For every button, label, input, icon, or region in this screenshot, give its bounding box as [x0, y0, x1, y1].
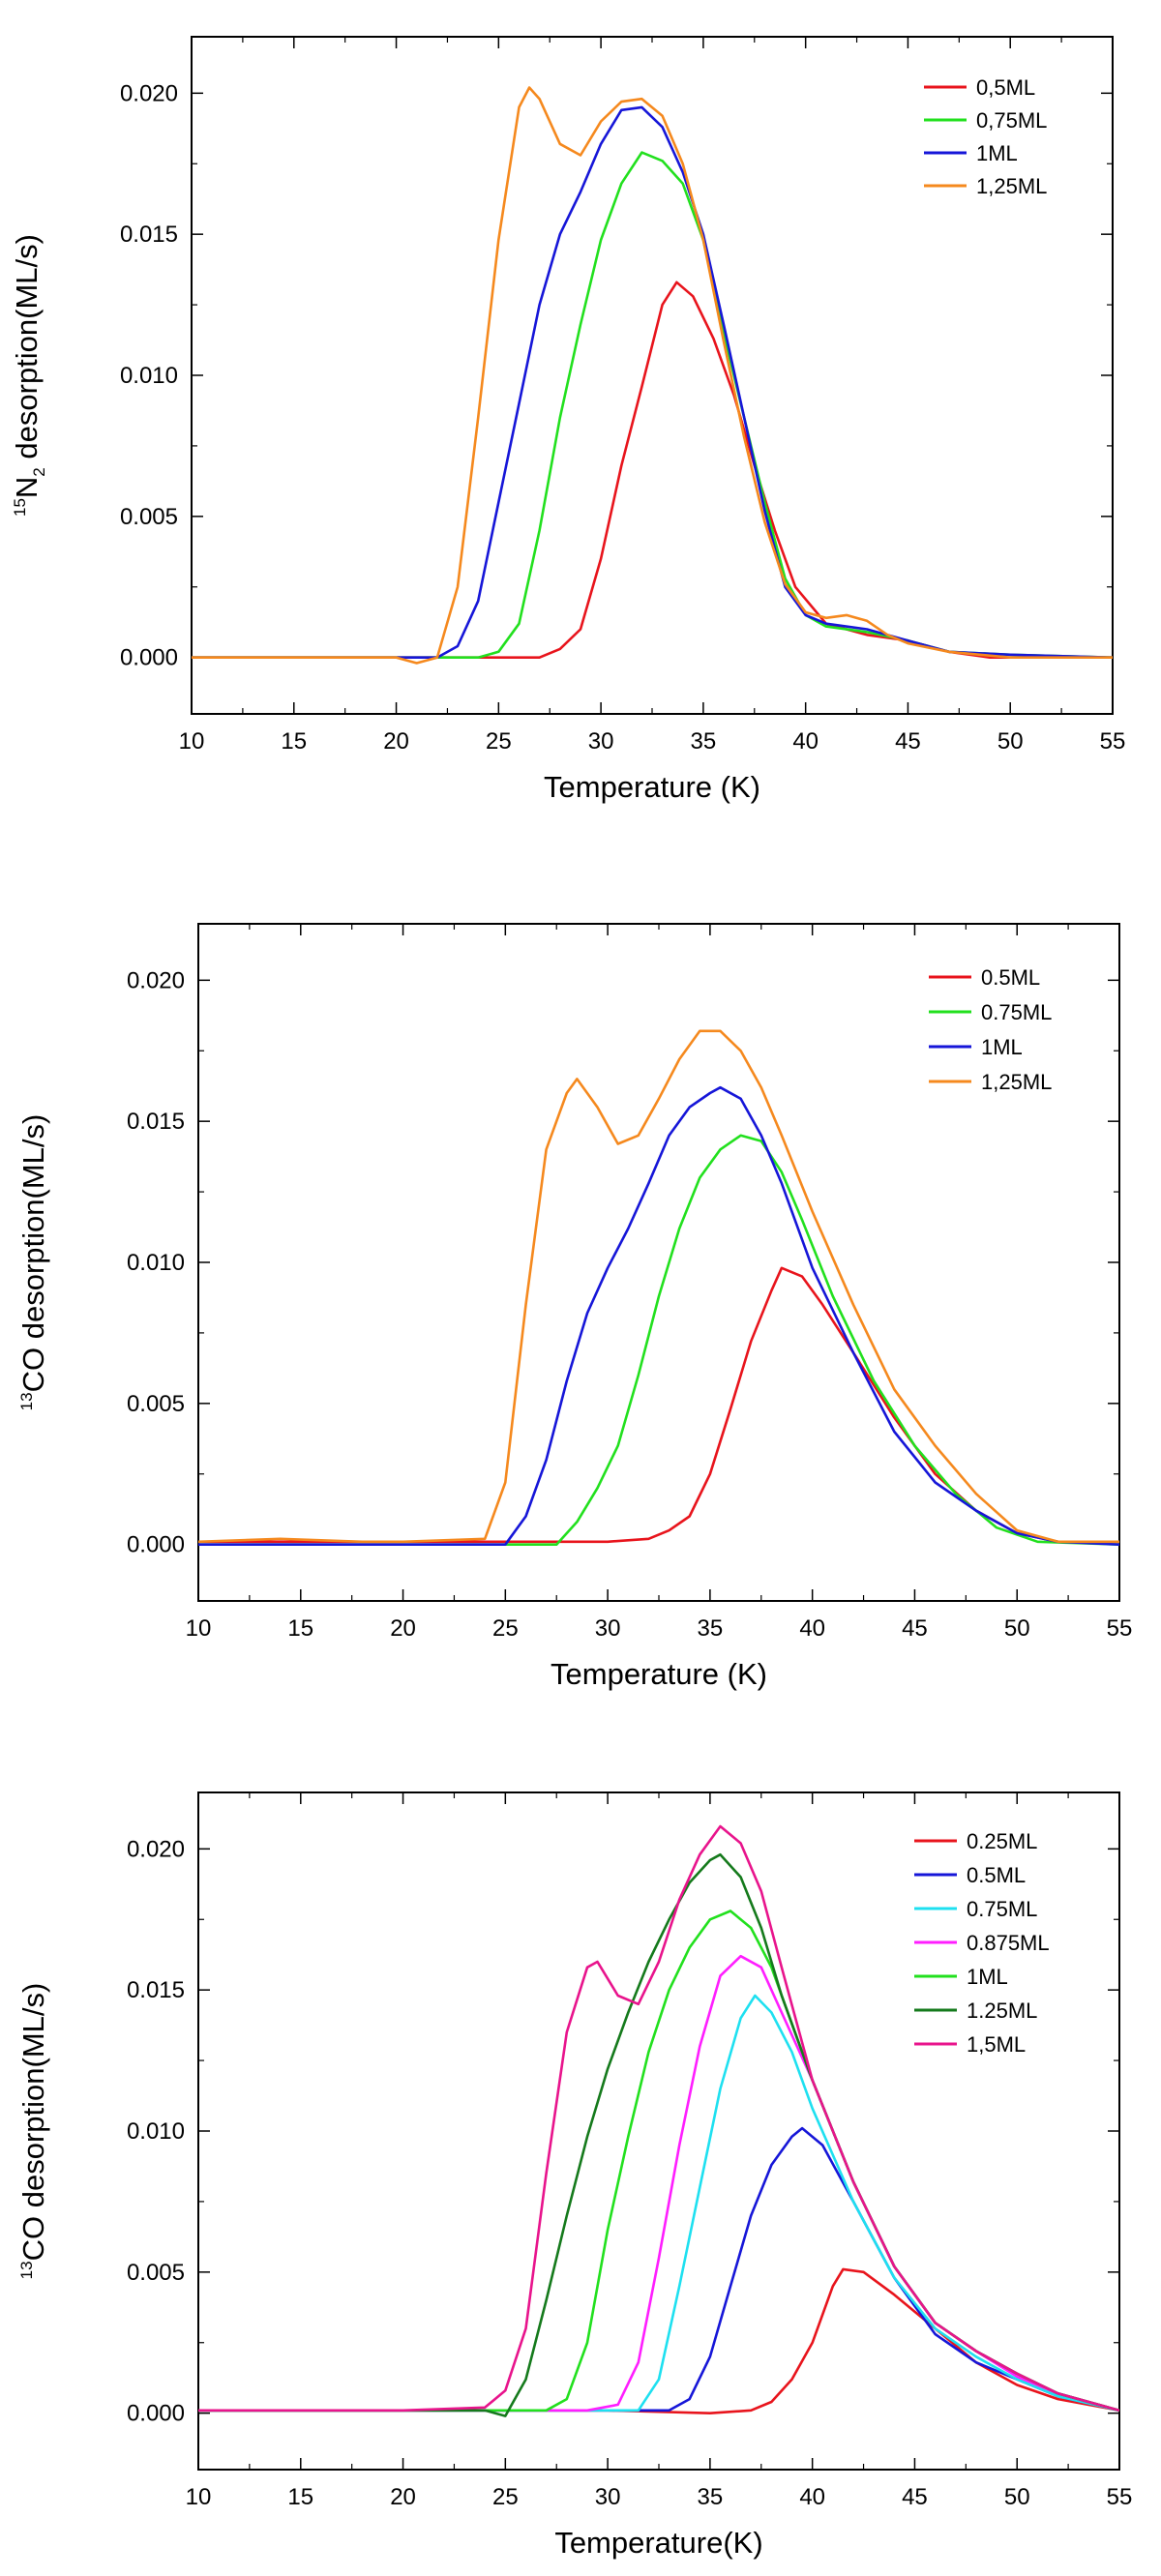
- y-tick-label: 0.000: [127, 2401, 185, 2427]
- x-tick-label: 35: [698, 1615, 724, 1642]
- x-tick-label: 35: [691, 728, 717, 755]
- legend-label: 0.25ML: [967, 1829, 1037, 1853]
- x-tick-label: 40: [799, 2484, 825, 2510]
- chart-n2-desorption: 10 15 20 25 30 35 40 45 50 55 0.000 0.005 0.010 0.015…: [10, 36, 1126, 804]
- x-tick-label: 55: [1107, 2484, 1133, 2510]
- legend-label: 1ML: [981, 1035, 1023, 1059]
- y-tick-label: 0.015: [127, 1977, 185, 2003]
- x-tick-label: 10: [179, 728, 205, 755]
- y-tick-label: 0.020: [127, 967, 185, 993]
- x-tick-label: 25: [486, 728, 512, 755]
- y-tick-label: 0.010: [120, 363, 178, 389]
- y-tick-label: 0.005: [127, 2260, 185, 2286]
- chart-co-desorption-b: 10 15 20 25 30 35 40 45 50 55 0.000 0.005 0.010 0.015…: [16, 1791, 1133, 2560]
- series-line-0-5ml: [198, 1266, 1119, 1544]
- series-line-1-5ml: [198, 1824, 1119, 2413]
- x-tick-label: 10: [186, 2484, 212, 2510]
- x-tick-label: 55: [1107, 1615, 1133, 1642]
- x-tick-label: 35: [698, 2484, 724, 2510]
- y-axis-title: 15N2 desorption(ML/s): [10, 234, 48, 517]
- y-tick-label: 0.020: [127, 1836, 185, 1862]
- y-axis-title: 13CO desorption(ML/s): [16, 1983, 50, 2280]
- legend-label: 0.75ML: [981, 1000, 1052, 1024]
- y-tick-label: 0.020: [120, 80, 178, 106]
- chart-co-desorption-a: 10 15 20 25 30 35 40 45 50 55 0.000 0.005 0.010 0.015…: [16, 923, 1133, 1691]
- series-line-0-25ml: [198, 2267, 1119, 2414]
- x-tick-label: 55: [1100, 728, 1126, 755]
- x-tick-label: 45: [902, 1615, 928, 1642]
- x-tick-label: 15: [287, 1615, 313, 1642]
- x-axis-title: Temperature (K): [551, 1657, 767, 1691]
- legend-label: 0,75ML: [976, 108, 1047, 133]
- series-line-0-75ml: [198, 1994, 1119, 2413]
- x-tick-label: 30: [595, 2484, 621, 2510]
- legend-label: 1.25ML: [967, 1999, 1037, 2023]
- y-tick-label: 0.010: [127, 2118, 185, 2145]
- y-tick-label: 0.015: [120, 222, 178, 248]
- series-line-1-25ml: [198, 1029, 1119, 1544]
- series-line-1ml: [192, 105, 1113, 659]
- legend-label: 0.75ML: [967, 1897, 1037, 1921]
- x-tick-label: 40: [792, 728, 819, 755]
- y-tick-label: 0.000: [120, 645, 178, 671]
- plot-frame: [191, 36, 1114, 715]
- y-tick-label: 0.005: [127, 1391, 185, 1417]
- x-tick-label: 45: [895, 728, 921, 755]
- plot-frame: [197, 1791, 1120, 2471]
- x-tick-label: 45: [902, 2484, 928, 2510]
- series-line-0-5ml: [192, 281, 1113, 659]
- series-line-1-25ml: [192, 86, 1113, 665]
- x-tick-label: 50: [1004, 2484, 1030, 2510]
- legend-label: 0.5ML: [981, 965, 1040, 990]
- x-tick-label: 30: [588, 728, 614, 755]
- legend-label: 0.875ML: [967, 1931, 1050, 1955]
- legend-label: 1,25ML: [976, 174, 1047, 198]
- legend-label: 0,5ML: [976, 75, 1035, 100]
- x-tick-label: 15: [287, 2484, 313, 2510]
- x-tick-label: 20: [383, 728, 409, 755]
- x-tick-label: 50: [997, 728, 1024, 755]
- x-axis-title: Temperature (K): [544, 770, 760, 804]
- y-axis-title-main: N: [10, 477, 44, 498]
- y-axis-title-isotope: 13: [17, 1392, 36, 1410]
- x-tick-label: 20: [390, 2484, 416, 2510]
- legend-label: 1,25ML: [981, 1070, 1052, 1094]
- y-axis-title-rest: desorption(ML/s): [10, 234, 44, 467]
- x-axis-title: Temperature(K): [554, 2526, 762, 2560]
- y-axis-title-subscript: 2: [30, 467, 48, 476]
- x-tick-label: 25: [492, 2484, 519, 2510]
- series-line-0-75ml: [192, 151, 1113, 659]
- y-axis-title: 13CO desorption(ML/s): [16, 1114, 50, 1411]
- x-tick-label: 50: [1004, 1615, 1030, 1642]
- series-line-0-5ml: [198, 2126, 1119, 2413]
- y-tick-label: 0.000: [127, 1532, 185, 1558]
- x-tick-label: 30: [595, 1615, 621, 1642]
- legend-label: 1ML: [976, 141, 1018, 165]
- y-axis-title-main: CO desorption(ML/s): [16, 1114, 50, 1393]
- series-line-1ml: [198, 1085, 1119, 1546]
- y-tick-label: 0.005: [120, 504, 178, 530]
- legend-label: 0.5ML: [967, 1863, 1026, 1887]
- series-line-0-75ml: [198, 1134, 1119, 1546]
- y-tick-label: 0.015: [127, 1109, 185, 1135]
- legend-label: 1,5ML: [967, 2032, 1026, 2057]
- y-axis-title-isotope: 13: [17, 2261, 36, 2279]
- y-tick-label: 0.010: [127, 1250, 185, 1276]
- y-axis-title-isotope: 15: [11, 498, 29, 517]
- legend-label: 1ML: [967, 1965, 1008, 1989]
- x-tick-label: 40: [799, 1615, 825, 1642]
- y-axis-title-main: CO desorption(ML/s): [16, 1983, 50, 2262]
- x-tick-label: 15: [281, 728, 307, 755]
- x-tick-label: 25: [492, 1615, 519, 1642]
- x-tick-label: 20: [390, 1615, 416, 1642]
- x-tick-label: 10: [186, 1615, 212, 1642]
